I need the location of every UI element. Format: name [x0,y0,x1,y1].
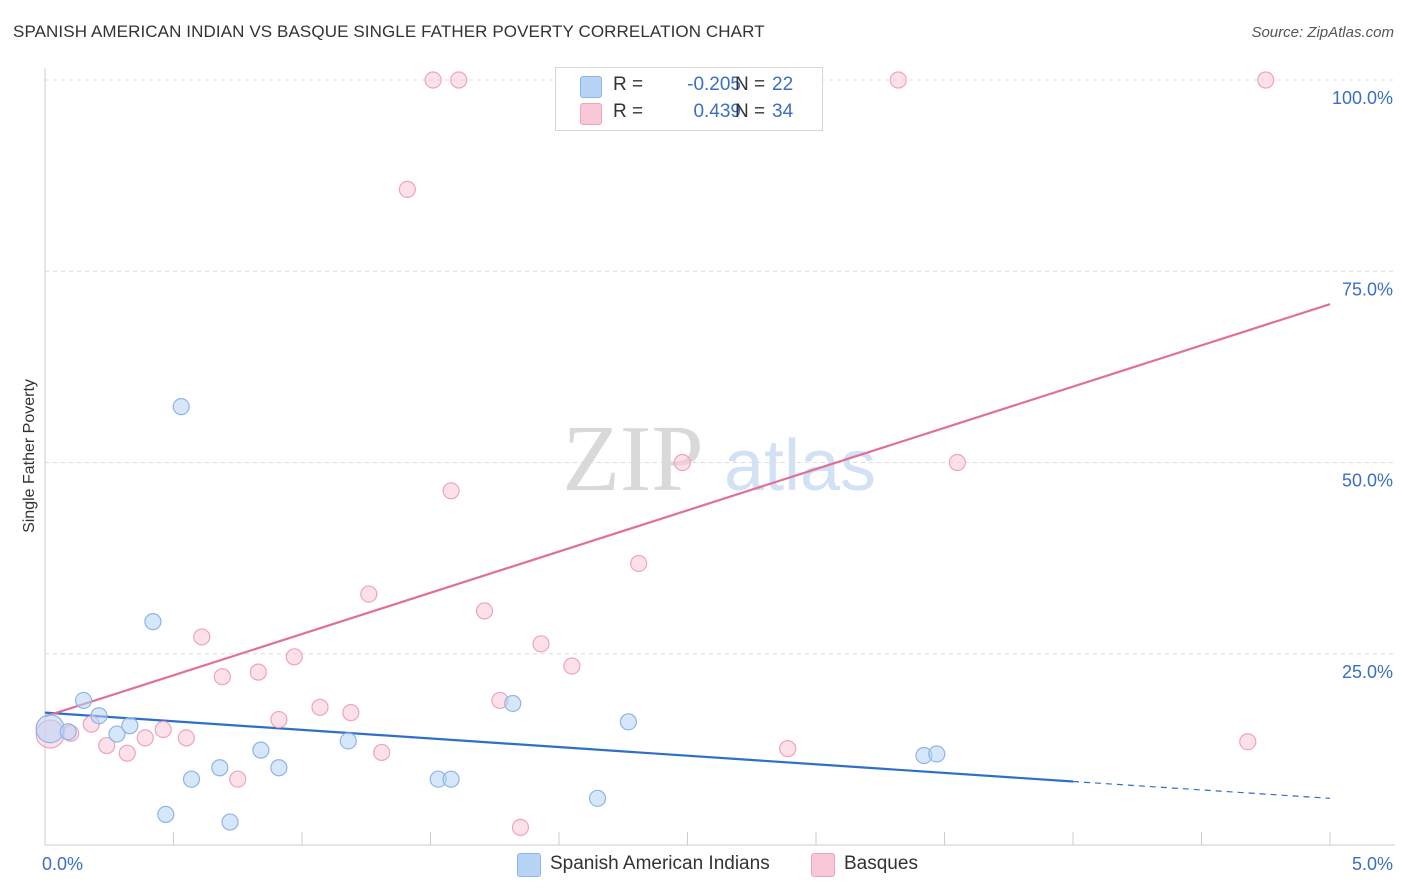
data-point-blue [35,714,65,744]
data-point-pink [1239,733,1257,751]
data-point-pink [311,698,329,716]
data-point-pink [98,736,116,755]
n-value: 34 [772,101,794,122]
data-point-blue [211,759,229,777]
y-tick-label: 25.0% [1342,662,1393,682]
legend-label: Spanish American Indians [550,853,770,874]
data-point-pink [475,602,494,620]
data-point-pink [136,729,154,747]
axis-layer [44,68,1395,846]
data-point-blue [339,732,357,750]
data-point-blue [221,813,239,831]
tick-label-layer: 25.0% 50.0% 75.0% 100.0% 0.0% 5.0% [42,88,1393,874]
data-point-pink [450,71,468,89]
data-point-pink [630,554,648,573]
y-tick-label: 50.0% [1342,471,1393,491]
watermark: ZIP atlas [563,407,877,511]
data-point-pink [342,704,360,722]
data-point-blue [504,694,522,713]
n-label: N = [735,74,766,95]
data-point-pink [229,770,247,788]
data-point-pink [889,71,907,89]
data-point-pink [779,740,797,758]
data-point-blue [74,691,93,710]
data-point-pink [511,818,530,837]
data-point-blue [442,770,460,788]
chart-source: Source: ZipAtlas.com [1251,24,1394,41]
data-point-blue [270,759,288,777]
n-value: 22 [772,74,794,95]
data-point-pink [285,648,303,666]
data-point-pink [948,453,966,472]
data-point-blue [157,805,175,824]
data-point-pink [213,668,231,686]
data-point-pink [424,71,442,89]
data-point-blue [144,613,162,631]
data-point-pink [193,628,211,646]
point-layer [35,71,1275,837]
data-point-blue [588,789,607,807]
legend-swatch-blue [517,853,541,877]
r-label: R = [613,101,644,122]
data-point-pink [532,635,550,653]
data-point-blue [619,713,637,731]
trend-layer [44,303,1331,799]
chart-title: SPANISH AMERICAN INDIAN VS BASQUE SINGLE… [13,22,765,41]
trend-line-extension-blue [1072,780,1331,799]
data-point-pink [249,663,267,681]
data-point-pink [673,453,691,472]
data-point-pink [360,585,378,603]
data-point-blue [59,723,77,741]
trend-line-pink [44,303,1331,718]
n-label: N = [735,101,766,122]
data-point-blue [172,398,190,416]
data-point-blue [182,770,201,788]
watermark-atlas: atlas [724,426,876,506]
y-tick-label: 75.0% [1342,279,1393,299]
data-point-blue [108,725,126,743]
data-point-pink [177,729,195,747]
x-tick-label: 5.0% [1352,854,1393,874]
r-value: -0.205 [687,74,741,95]
trend-line-blue [44,711,1074,783]
r-label: R = [613,74,644,95]
x-tick-label: 0.0% [42,854,83,874]
data-point-pink [154,720,172,739]
data-point-blue [90,707,108,725]
legend-swatch-pink [580,103,602,125]
data-point-pink [563,657,581,675]
r-value: 0.439 [693,101,741,122]
correlation-legend: R = -0.205 N = 22 R = 0.439 N = 34 [555,67,823,131]
data-point-pink [442,482,460,500]
data-point-blue [121,717,139,735]
legend-swatch-pink [811,853,835,877]
data-point-blue [928,745,946,763]
data-point-pink [1257,71,1275,89]
data-point-pink [373,743,391,762]
data-point-blue [252,741,270,759]
data-point-pink [398,180,416,198]
y-tick-label: 100.0% [1332,88,1393,108]
legend-label: Basques [844,853,918,874]
grid-layer [45,79,1395,655]
data-point-pink [270,710,288,729]
data-point-pink [118,744,136,762]
legend-swatch-blue [580,76,602,98]
